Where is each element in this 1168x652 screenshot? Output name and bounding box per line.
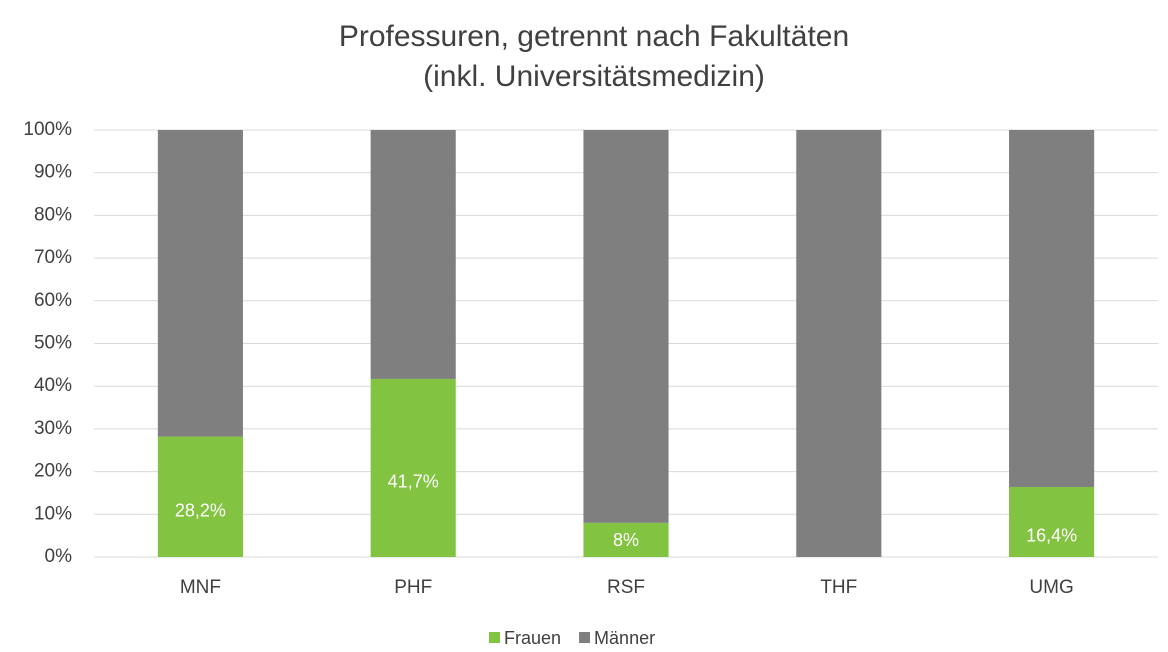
bar-segment [370,378,456,557]
value-label: 16,4% [1026,526,1077,546]
bar-segment [583,130,669,523]
legend-label: Frauen [504,628,561,648]
x-tick-label: PHF [394,577,432,598]
value-label: 28,2% [175,501,226,521]
bar-segment [157,130,243,437]
value-label: 8% [613,530,639,550]
legend-swatch [489,632,500,643]
y-tick-label: 10% [34,503,72,524]
y-tick-label: 50% [34,333,72,354]
x-tick-label: RSF [607,577,645,598]
legend-swatch [579,632,591,643]
legend-label: Männer [594,628,655,648]
bar-segment [796,130,882,557]
bar-segment [1009,130,1095,487]
y-tick-label: 0% [45,546,73,567]
x-tick-label: UMG [1029,577,1073,598]
bar-segment [1009,486,1095,557]
value-label: 41,7% [388,472,439,492]
y-tick-label: 100% [23,119,72,140]
y-tick-label: 70% [34,247,72,268]
y-tick-label: 90% [34,162,72,183]
y-tick-label: 20% [34,461,72,482]
y-tick-label: 40% [34,375,72,396]
x-tick-label: MNF [180,577,221,598]
bar-segment [157,436,243,557]
bar-segment [583,522,669,557]
chart-title: (inkl. Universitätsmedizin) [423,60,765,93]
y-tick-label: 80% [34,204,72,225]
y-tick-label: 30% [34,418,72,439]
y-tick-label: 60% [34,290,72,311]
x-tick-label: THF [820,577,857,598]
bar-segment [370,130,456,379]
chart-title: Professuren, getrennt nach Fakultäten [339,20,849,53]
